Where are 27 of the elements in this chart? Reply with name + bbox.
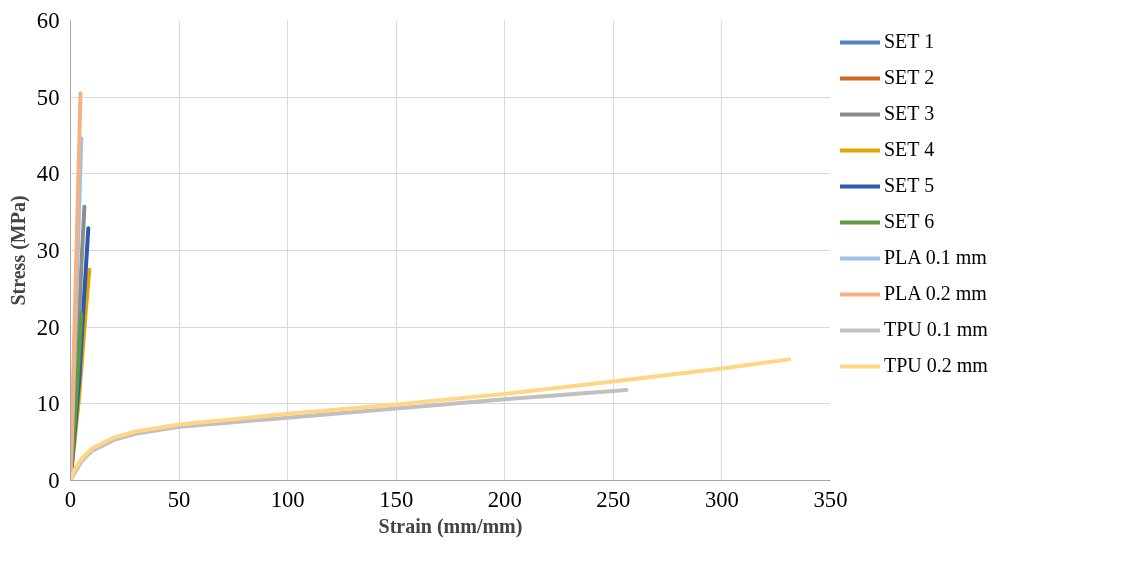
y-tick-label: 0 — [48, 468, 60, 493]
y-tick-label: 20 — [36, 314, 60, 340]
y-axis-title: Stress (MPa) — [6, 195, 30, 306]
legend-label: SET 2 — [884, 66, 935, 89]
x-tick-label: 200 — [487, 486, 522, 512]
x-tick-label: 50 — [167, 486, 191, 512]
x-tick-label: 150 — [379, 486, 414, 512]
y-tick-label: 30 — [36, 238, 60, 263]
y-tick-label: 50 — [36, 84, 60, 110]
legend-label: TPU 0.2 mm — [884, 354, 988, 377]
legend-label: SET 1 — [884, 30, 935, 53]
x-tick-label: 300 — [704, 486, 739, 512]
x-axis-title: Strain (mm/mm) — [378, 514, 523, 538]
legend-label: SET 6 — [884, 210, 935, 233]
y-tick-label: 60 — [36, 8, 60, 33]
legend-label: TPU 0.1 mm — [884, 318, 988, 341]
y-tick-label: 40 — [36, 161, 60, 187]
legend-label: SET 5 — [884, 174, 935, 197]
x-tick-label: 350 — [813, 486, 848, 512]
x-tick-label: 100 — [270, 486, 305, 512]
y-tick-label: 10 — [36, 391, 60, 417]
legend-label: PLA 0.1 mm — [884, 246, 987, 269]
x-tick-label: 250 — [596, 486, 631, 512]
x-tick-label: 0 — [64, 486, 77, 512]
legend-label: PLA 0.2 mm — [884, 282, 987, 305]
legend-label: SET 3 — [884, 102, 935, 125]
legend-label: SET 4 — [884, 138, 935, 161]
